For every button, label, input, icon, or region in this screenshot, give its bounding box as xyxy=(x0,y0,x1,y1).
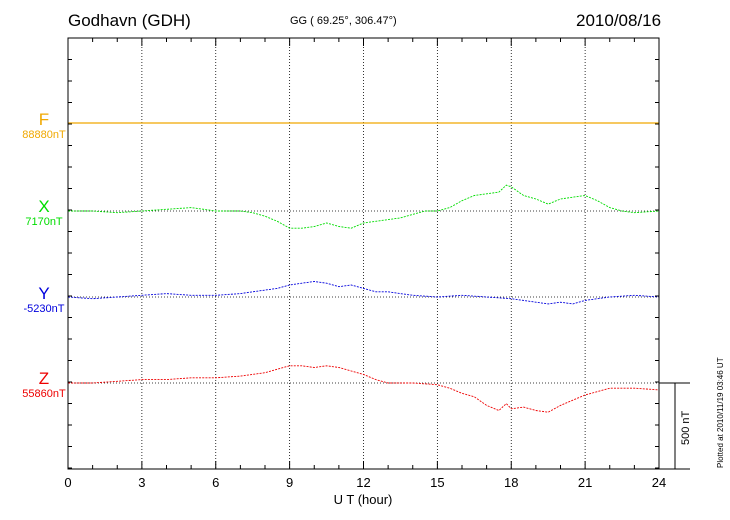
series-baseline-z: 55860nT xyxy=(22,388,66,400)
series-baseline-f: 88880nT xyxy=(22,129,66,141)
series-label-f: F 88880nT xyxy=(14,111,74,142)
geographic-coordinates: GG ( 69.25°, 306.47°) xyxy=(290,15,397,27)
series-baseline-y: -5230nT xyxy=(23,303,65,315)
x-tick-label: 21 xyxy=(578,475,592,490)
x-axis-label: U T (hour) xyxy=(334,492,393,507)
series-baseline-x: 7170nT xyxy=(25,216,63,228)
series-name-x: X xyxy=(38,197,50,216)
series-traces xyxy=(67,122,660,413)
series-label-z: Z 55860nT xyxy=(14,370,74,401)
series-line-z xyxy=(68,365,660,413)
series-line-y xyxy=(67,281,660,305)
x-tick-label: 15 xyxy=(430,475,444,490)
x-tick-label: 12 xyxy=(356,475,370,490)
observation-date: 2010/08/16 xyxy=(576,11,662,30)
series-name-y: Y xyxy=(38,284,50,303)
x-tick-label: 6 xyxy=(212,475,219,490)
series-name-z: Z xyxy=(38,369,50,388)
series-line-x xyxy=(68,184,660,229)
series-name-f: F xyxy=(38,110,50,129)
scale-bar xyxy=(659,382,690,470)
grid-lines xyxy=(141,38,586,469)
station-title: Godhavn (GDH) xyxy=(68,11,191,30)
plotted-timestamp: Plotted at 2010/11/19 03:46 UT xyxy=(716,357,725,468)
axis-ticks xyxy=(67,37,660,469)
x-tick-label: 3 xyxy=(138,475,145,490)
scale-bar-label: 500 nT xyxy=(680,410,692,445)
series-label-x: X 7170nT xyxy=(14,198,74,229)
x-tick-label: 0 xyxy=(64,475,71,490)
x-tick-label: 9 xyxy=(286,475,293,490)
x-tick-label: 18 xyxy=(504,475,518,490)
x-tick-label: 24 xyxy=(652,475,666,490)
x-tick-labels: 0 3 6 9 12 15 18 21 24 xyxy=(64,475,666,490)
series-label-y: Y -5230nT xyxy=(14,285,74,316)
